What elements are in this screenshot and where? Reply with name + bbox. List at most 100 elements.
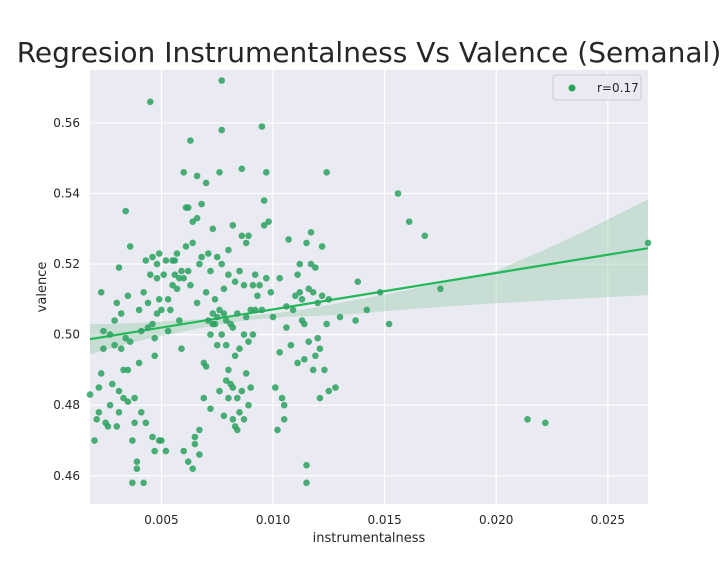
data-point xyxy=(229,416,237,423)
data-point xyxy=(220,412,228,420)
data-point xyxy=(305,338,313,346)
data-point xyxy=(216,387,223,395)
legend: r=0.17 xyxy=(552,74,642,101)
data-point xyxy=(151,334,158,342)
data-point xyxy=(180,447,187,455)
data-point xyxy=(120,394,127,402)
data-point xyxy=(254,292,261,300)
data-point xyxy=(149,320,156,328)
data-point xyxy=(294,359,301,367)
data-point xyxy=(229,222,237,229)
data-point xyxy=(211,296,219,303)
data-point xyxy=(238,387,246,395)
data-point xyxy=(149,253,156,261)
data-point xyxy=(280,416,288,423)
data-point xyxy=(240,281,248,289)
data-point xyxy=(213,341,221,349)
data-point xyxy=(151,447,158,455)
data-point xyxy=(218,126,225,134)
data-point xyxy=(323,169,330,176)
data-point xyxy=(332,384,339,391)
data-point xyxy=(153,260,161,268)
data-point xyxy=(303,461,310,469)
data-point xyxy=(113,423,121,430)
data-point xyxy=(153,310,161,317)
data-point xyxy=(220,310,228,317)
data-point xyxy=(260,197,268,204)
data-point xyxy=(193,214,201,222)
data-point xyxy=(524,416,531,423)
data-point xyxy=(265,218,272,225)
data-point xyxy=(135,306,143,314)
data-point xyxy=(238,232,246,240)
y-tick-label: 0.46 xyxy=(53,469,80,483)
data-point xyxy=(309,289,317,296)
data-point xyxy=(100,327,107,335)
data-point xyxy=(189,218,196,225)
data-point xyxy=(86,391,94,398)
data-point xyxy=(115,264,123,271)
data-point xyxy=(240,416,248,423)
data-point xyxy=(236,345,243,353)
data-point xyxy=(229,324,237,331)
data-point xyxy=(274,426,281,434)
data-point xyxy=(269,313,277,321)
data-point xyxy=(184,458,192,466)
plot-area xyxy=(90,70,648,504)
grid-lines xyxy=(90,70,648,504)
data-point xyxy=(144,324,152,331)
data-point xyxy=(312,352,319,360)
data-point xyxy=(133,465,141,473)
data-point xyxy=(240,331,248,338)
data-point xyxy=(325,296,333,303)
data-point xyxy=(318,292,326,300)
data-point xyxy=(171,257,179,264)
data-point xyxy=(231,278,239,286)
data-point xyxy=(218,260,225,268)
data-point xyxy=(258,306,266,314)
data-point xyxy=(140,479,147,487)
data-point xyxy=(191,433,199,441)
data-point xyxy=(307,229,315,236)
data-point xyxy=(124,398,132,406)
data-point xyxy=(307,260,315,268)
data-point xyxy=(238,165,246,173)
data-point xyxy=(193,172,201,180)
data-point xyxy=(211,320,219,328)
data-point xyxy=(169,281,176,289)
data-point xyxy=(251,306,259,314)
data-point xyxy=(249,331,257,338)
data-point xyxy=(283,324,290,331)
data-point xyxy=(209,225,217,233)
data-point xyxy=(164,327,172,335)
y-tick-label: 0.50 xyxy=(53,328,80,342)
data-point xyxy=(124,292,132,300)
data-point xyxy=(218,331,225,338)
data-point xyxy=(209,310,217,317)
data-point xyxy=(117,345,125,353)
data-point xyxy=(200,394,208,402)
data-point xyxy=(280,401,288,409)
data-point xyxy=(115,387,123,395)
data-point xyxy=(242,239,250,247)
y-axis-label: valence xyxy=(35,262,50,313)
data-point xyxy=(260,222,268,229)
data-point xyxy=(158,437,165,444)
data-point xyxy=(115,409,123,416)
data-point xyxy=(196,451,203,458)
data-point xyxy=(296,260,304,268)
data-point xyxy=(354,278,362,286)
data-point xyxy=(222,317,230,324)
data-point xyxy=(272,384,279,391)
data-point xyxy=(242,313,250,321)
data-point xyxy=(276,349,284,356)
data-point xyxy=(176,317,183,324)
data-point xyxy=(298,296,306,303)
data-point xyxy=(109,380,116,388)
data-point xyxy=(113,299,121,307)
data-point xyxy=(216,306,223,314)
data-point xyxy=(153,274,161,282)
data-point xyxy=(180,169,187,176)
data-point xyxy=(303,239,310,247)
data-point xyxy=(321,366,328,374)
